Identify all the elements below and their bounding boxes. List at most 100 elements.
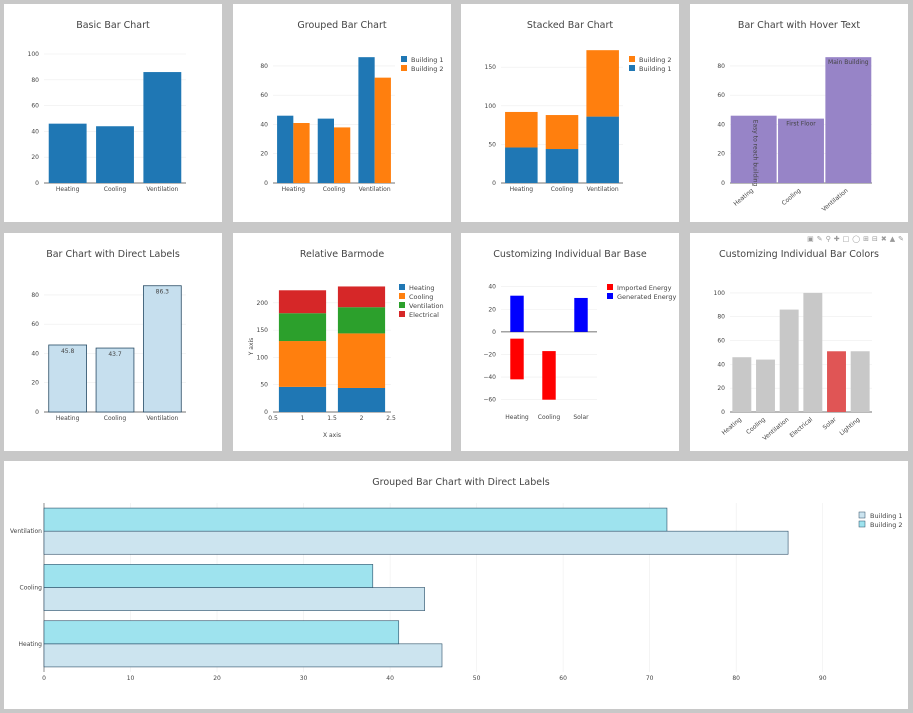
y-tick-label: 80 (717, 314, 725, 321)
legend-label: Cooling (409, 293, 433, 301)
x-tick-label: Ventilation (359, 186, 391, 193)
x-tick-label: Electrical (788, 416, 814, 439)
bar (778, 118, 824, 183)
bar (337, 333, 386, 388)
y-tick-label: 40 (488, 284, 496, 291)
panel-relative-barmode: Relative Barmode 0 50 100 150 200 0.5 1 1.5 2 2.5 X… (233, 233, 451, 451)
legend-label: Imported Energy (617, 284, 672, 292)
y-tick-label: 20 (717, 385, 725, 392)
x-tick-label: 40 (386, 675, 394, 682)
hover-icon[interactable]: ▲ (889, 235, 896, 243)
legend-swatch (401, 65, 407, 71)
bar (779, 309, 799, 412)
bar (505, 111, 538, 148)
data-label: 86.3 (156, 289, 170, 296)
zoom-icon[interactable]: ⚲ (825, 235, 831, 243)
x-tick-label: Cooling (104, 186, 127, 193)
x-tick-label: 50 (473, 675, 481, 682)
chart-stacked-bar: Stacked Bar Chart 0 50 100 150 Heating Cooling… (485, 20, 672, 193)
chart-relative-barmode: Relative Barmode 0 50 100 150 200 0.5 1 1.5 2 2.5 X… (248, 249, 444, 439)
y-tick-label: Cooling (20, 585, 43, 592)
y-tick-label: 100 (257, 354, 269, 361)
zoom-in-icon[interactable]: ✚ (833, 235, 840, 243)
legend-label: Heating (409, 284, 434, 292)
x-tick-label: Cooling (104, 415, 127, 422)
y-tick-label: 50 (260, 382, 268, 389)
y-tick-label: 80 (31, 292, 39, 299)
reset-icon[interactable]: ⊟ (871, 235, 878, 243)
legend-label: Building 1 (639, 65, 672, 73)
panel-stacked-bar: Stacked Bar Chart 0 50 100 150 Heating Cooling… (461, 4, 679, 222)
camera-icon[interactable]: ▣ (807, 235, 814, 243)
bar (586, 50, 619, 117)
x-tick-label: Cooling (551, 186, 574, 193)
bar (337, 307, 386, 334)
y-tick-label: 20 (717, 151, 725, 158)
bar (510, 338, 524, 380)
x-tick-label: Heating (505, 414, 529, 421)
bar (43, 643, 443, 668)
zoom-out-icon[interactable]: □ (842, 235, 850, 243)
y-tick-label: 0 (35, 409, 39, 416)
bar (510, 295, 524, 332)
x-tick-label: Heating (282, 186, 306, 193)
legend-swatch (858, 511, 866, 519)
bar (43, 620, 400, 645)
y-tick-label: 100 (485, 103, 497, 110)
chart-title: Bar Chart with Hover Text (738, 20, 860, 31)
legend-label: Building 1 (870, 512, 903, 520)
y-tick-label: 60 (31, 321, 39, 328)
chart-title: Relative Barmode (300, 249, 385, 260)
legend-label: Building 2 (639, 56, 672, 64)
x-tick-label: 2 (360, 415, 364, 422)
chart-title: Bar Chart with Direct Labels (46, 249, 180, 260)
y-tick-label: 40 (31, 128, 39, 135)
chart-basic-bar: Basic Bar Chart 0 20 40 60 80 100 Heating Coolin… (28, 20, 186, 193)
y-tick-label: 40 (717, 361, 725, 368)
legend-swatch (399, 302, 405, 308)
bar (43, 530, 789, 555)
y-axis-title: Y axis (248, 338, 255, 357)
chart-title: Grouped Bar Chart with Direct Labels (372, 477, 549, 488)
bar (96, 126, 134, 183)
y-tick-label: 40 (717, 121, 725, 128)
y-tick-label: 200 (257, 300, 269, 307)
lasso-icon[interactable]: ◯ (852, 235, 861, 243)
bar (850, 351, 870, 412)
bar (43, 507, 668, 532)
bar (825, 57, 872, 183)
y-tick-label: −60 (483, 397, 496, 404)
y-tick-label: 100 (714, 290, 726, 297)
y-tick-label: 50 (488, 141, 496, 148)
y-tick-label: 60 (31, 103, 39, 110)
plotly-logo-icon[interactable]: ✎ (898, 235, 904, 243)
y-tick-label: 0 (492, 329, 496, 336)
panel-hover-text-bar: Bar Chart with Hover Text 0 20 40 60 80 Heatin… (690, 4, 908, 222)
x-tick-label: 20 (213, 675, 221, 682)
spike-icon[interactable]: ✖ (880, 235, 887, 243)
legend-label: Building 2 (870, 521, 903, 529)
data-label: 43.7 (108, 351, 122, 358)
y-tick-label: 40 (260, 121, 268, 128)
x-tick-label: Ventilation (146, 415, 178, 422)
y-tick-label: 60 (717, 338, 725, 345)
x-tick-label: Ventilation (821, 187, 850, 213)
x-axis-title: X axis (323, 432, 341, 439)
autoscale-icon[interactable]: ⊞ (863, 235, 869, 243)
x-tick-label: 1 (301, 415, 305, 422)
bar (278, 313, 327, 342)
x-tick-label: Heating (721, 416, 744, 437)
bar (48, 344, 87, 413)
pan-icon[interactable]: ✎ (816, 235, 823, 243)
bar (730, 115, 777, 183)
bar (337, 387, 386, 412)
y-tick-label: 0 (721, 180, 725, 187)
y-tick-label: 0 (35, 180, 39, 187)
bar (278, 341, 327, 387)
x-tick-label: 2.5 (386, 415, 396, 422)
y-tick-label: 20 (488, 306, 496, 313)
bar (48, 123, 87, 183)
bar (277, 115, 294, 183)
bar (732, 357, 752, 412)
x-tick-label: 0 (42, 675, 46, 682)
